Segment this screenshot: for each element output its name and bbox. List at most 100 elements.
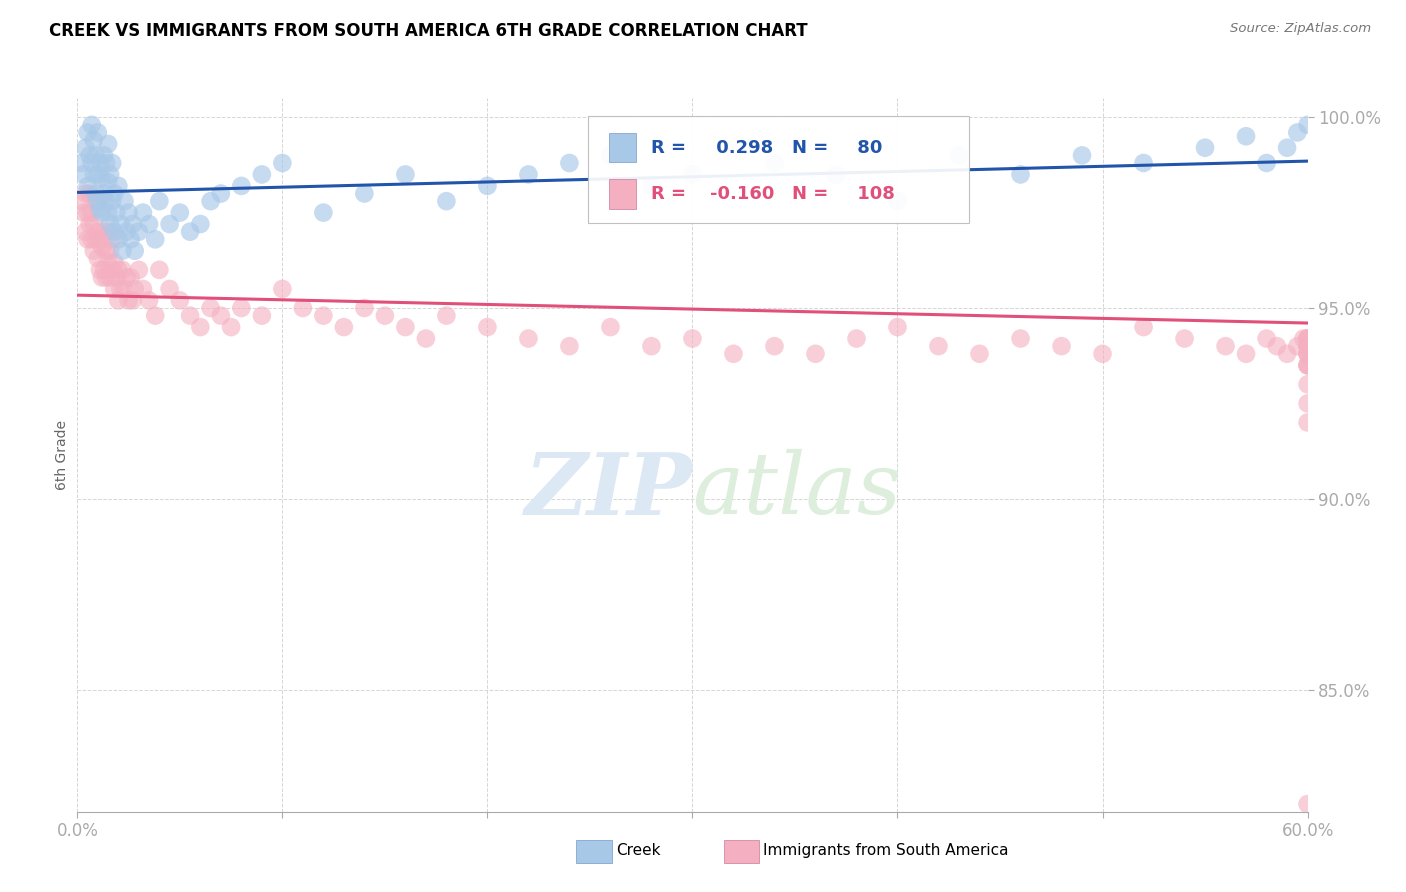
Point <box>169 205 191 219</box>
Point <box>1010 332 1032 346</box>
Point <box>76 232 98 246</box>
Text: -0.160: -0.160 <box>710 186 775 203</box>
Point <box>477 320 499 334</box>
Point <box>79 186 101 201</box>
Point <box>101 194 124 209</box>
Point <box>1256 332 1278 346</box>
Point <box>124 282 146 296</box>
Point <box>117 205 139 219</box>
Point <box>1275 347 1298 361</box>
Point <box>928 339 950 353</box>
Point <box>105 270 128 285</box>
Point <box>76 126 98 140</box>
Point <box>89 263 111 277</box>
Point <box>1010 168 1032 182</box>
Point <box>98 168 121 182</box>
Point <box>97 136 120 151</box>
Point <box>103 186 125 201</box>
Text: R =: R = <box>651 138 686 156</box>
Point <box>87 126 110 140</box>
Point <box>1286 339 1309 353</box>
Point <box>110 282 132 296</box>
Point <box>75 225 97 239</box>
Point <box>93 225 115 239</box>
Point <box>179 225 201 239</box>
Point <box>271 156 294 170</box>
Point <box>1296 347 1319 361</box>
Text: Source: ZipAtlas.com: Source: ZipAtlas.com <box>1230 22 1371 36</box>
Point <box>90 171 114 186</box>
Point <box>436 194 458 209</box>
Point <box>114 194 136 209</box>
Text: 108: 108 <box>851 186 896 203</box>
Point <box>94 156 117 170</box>
Point <box>517 332 540 346</box>
Point <box>124 244 146 258</box>
Point <box>250 309 273 323</box>
Point <box>200 194 222 209</box>
Point <box>188 217 212 231</box>
Point <box>1275 141 1298 155</box>
Text: CREEK VS IMMIGRANTS FROM SOUTH AMERICA 6TH GRADE CORRELATION CHART: CREEK VS IMMIGRANTS FROM SOUTH AMERICA 6… <box>49 22 808 40</box>
Point <box>1050 339 1073 353</box>
Point <box>107 178 129 193</box>
Point <box>128 263 150 277</box>
Point <box>84 148 107 162</box>
Point <box>89 202 111 216</box>
Text: N =: N = <box>792 186 828 203</box>
Point <box>87 194 110 209</box>
Point <box>90 205 114 219</box>
Point <box>1296 332 1319 346</box>
Point <box>179 309 201 323</box>
Point <box>84 232 107 246</box>
Point <box>79 148 101 162</box>
Point <box>121 293 143 308</box>
Point <box>120 270 142 285</box>
Point <box>98 217 121 231</box>
Point <box>825 168 848 182</box>
Point <box>90 240 114 254</box>
Point <box>1296 339 1319 353</box>
Point <box>117 293 139 308</box>
FancyBboxPatch shape <box>588 116 969 223</box>
Text: Creek: Creek <box>616 844 661 858</box>
Point <box>121 217 143 231</box>
Point <box>558 156 581 170</box>
Point <box>763 339 786 353</box>
Point <box>80 156 103 170</box>
Point <box>169 293 191 308</box>
Point <box>682 168 704 182</box>
Point <box>209 309 232 323</box>
Point <box>1296 358 1319 372</box>
Point <box>219 320 242 334</box>
Point <box>1256 156 1278 170</box>
Bar <box>609 179 636 210</box>
Point <box>374 309 396 323</box>
Point <box>105 205 128 219</box>
Point <box>1296 797 1319 811</box>
Point <box>115 270 138 285</box>
Point <box>969 347 991 361</box>
Point <box>148 263 170 277</box>
Point <box>599 148 621 162</box>
Point <box>558 339 581 353</box>
Point <box>97 225 120 239</box>
Point <box>97 205 120 219</box>
Point <box>159 282 181 296</box>
Point <box>723 347 745 361</box>
Point <box>93 186 115 201</box>
Point <box>1265 339 1288 353</box>
Point <box>83 168 105 182</box>
Point <box>1296 347 1319 361</box>
Point <box>763 156 786 170</box>
Point <box>89 232 111 246</box>
Point <box>1296 332 1319 346</box>
Point <box>79 217 101 231</box>
Point <box>312 205 335 219</box>
Point <box>886 320 908 334</box>
Point <box>1296 396 1319 410</box>
Point <box>101 156 124 170</box>
Point <box>94 270 117 285</box>
Point <box>640 178 662 193</box>
Point <box>89 156 111 170</box>
